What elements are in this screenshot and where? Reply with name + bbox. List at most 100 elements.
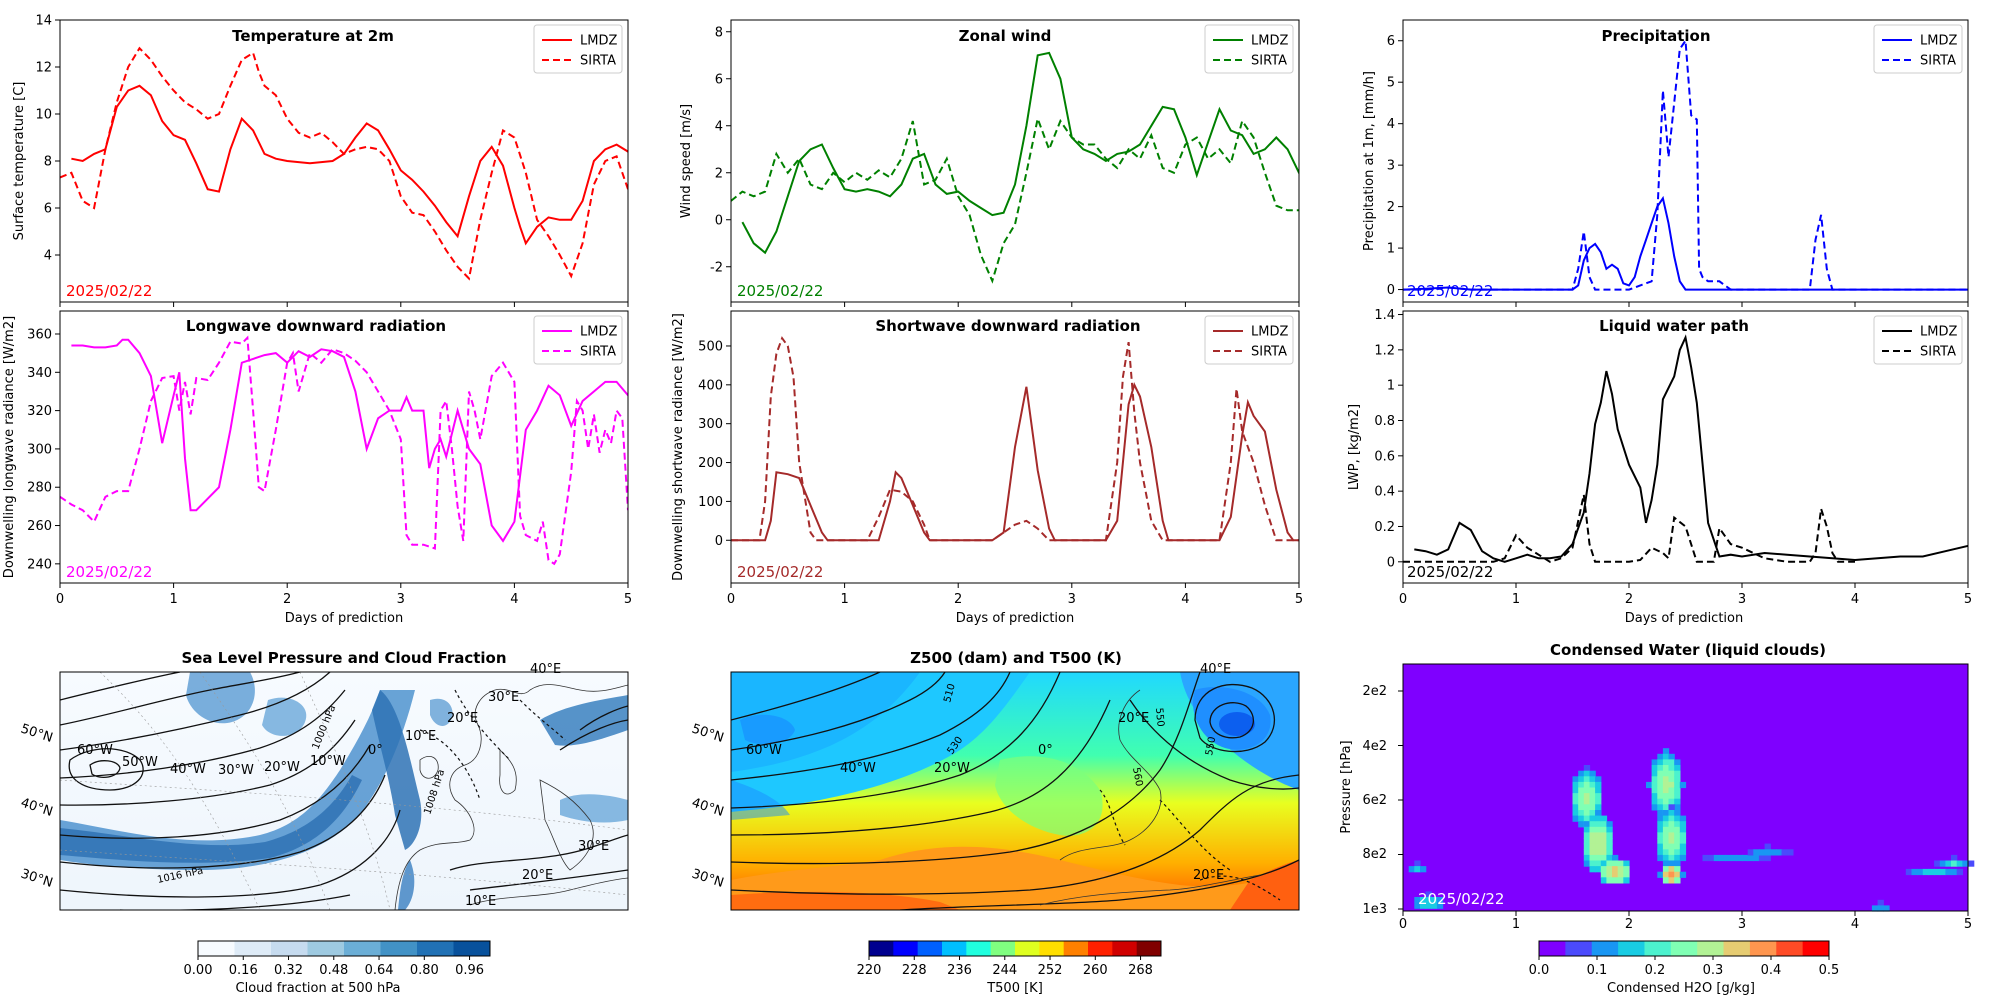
heat-cell bbox=[1934, 860, 1941, 867]
temperature-plot-area: 4 6 8 10 12 14 LMDZ SIRTA bbox=[35, 14, 629, 307]
heat-cell bbox=[1595, 810, 1602, 817]
svg-text:40°W: 40°W bbox=[840, 761, 876, 776]
heat-cell bbox=[1911, 868, 1918, 876]
svg-text:20°E: 20°E bbox=[1193, 868, 1224, 883]
heat-cell bbox=[1583, 815, 1591, 822]
precipitation-title: Precipitation bbox=[1601, 27, 1710, 45]
colorbar-segment bbox=[1591, 941, 1619, 956]
svg-text:60°W: 60°W bbox=[746, 743, 782, 758]
heat-cell bbox=[1589, 860, 1596, 867]
legend-label-sirta: SIRTA bbox=[1251, 54, 1287, 69]
heat-cell bbox=[1662, 821, 1670, 828]
heat-cell bbox=[1420, 897, 1427, 904]
colorbar-tick-label: 0.5 bbox=[1819, 963, 1840, 978]
heat-cell bbox=[1414, 866, 1421, 873]
svg-text:510: 510 bbox=[942, 682, 958, 703]
colorbar-tick-label: 0.32 bbox=[274, 963, 303, 978]
longwave-plot-area: 240 260 280 300 320 340 360 0 1 2 3 4 5 LMDZ SIRTA bbox=[27, 310, 632, 607]
heat-cell bbox=[1657, 798, 1664, 805]
heat-cell bbox=[1623, 871, 1630, 878]
heat-cell bbox=[1668, 793, 1675, 800]
heat-cell bbox=[1657, 815, 1664, 822]
svg-text:50°N: 50°N bbox=[690, 722, 726, 746]
heat-cell bbox=[1679, 854, 1687, 862]
heat-cell bbox=[1758, 854, 1766, 862]
heat-cell bbox=[1583, 770, 1591, 777]
heat-cell bbox=[1674, 843, 1681, 850]
precipitation-frame bbox=[1402, 19, 1969, 303]
temperature-line-sirta bbox=[60, 46, 628, 281]
heat-cell bbox=[1589, 826, 1596, 833]
colorbar-segment bbox=[1749, 941, 1777, 956]
heat-cell bbox=[1742, 854, 1749, 862]
heat-cell bbox=[1668, 832, 1675, 839]
legend-label-sirta: SIRTA bbox=[580, 54, 616, 69]
heat-cell bbox=[1939, 868, 1947, 876]
heat-cell bbox=[1606, 832, 1613, 839]
heat-cell bbox=[1668, 798, 1675, 805]
heat-cell bbox=[1674, 765, 1681, 772]
precipitation-ytick-label: 2 bbox=[1387, 200, 1395, 215]
heat-cell bbox=[1674, 781, 1681, 789]
heat-cell bbox=[1951, 854, 1958, 862]
heat-cell bbox=[1662, 854, 1670, 862]
heat-cell bbox=[1578, 798, 1585, 805]
heat-cell bbox=[1589, 776, 1596, 783]
heat-cell bbox=[1956, 868, 1963, 876]
heat-cell bbox=[1883, 905, 1890, 912]
heat-cell bbox=[1414, 897, 1421, 904]
panel-zonal-wind: -2 0 2 4 6 8 LMDZ SIRTA Zonal wind Wind speed [… bbox=[679, 19, 1300, 307]
heat-cell bbox=[1708, 854, 1715, 862]
heat-cell bbox=[1753, 854, 1760, 862]
heat-cell bbox=[1583, 810, 1591, 817]
colorbar-tick-label: 236 bbox=[947, 963, 972, 978]
precipitation-ytick-label: 6 bbox=[1387, 34, 1395, 49]
colorbar-segment bbox=[1136, 941, 1162, 956]
heat-cell bbox=[1600, 860, 1608, 867]
z500-colorbar-label: T500 [K] bbox=[986, 981, 1043, 996]
longwave-xlabel: Days of prediction bbox=[285, 611, 403, 626]
svg-text:5: 5 bbox=[1964, 917, 1972, 932]
colorbar-segment bbox=[344, 941, 381, 956]
colorbar-segment bbox=[1697, 941, 1725, 956]
svg-text:550: 550 bbox=[1204, 736, 1218, 757]
heat-cell bbox=[1606, 866, 1613, 873]
heat-cell bbox=[1651, 787, 1658, 794]
lwp-xtick-label: 1 bbox=[1512, 592, 1520, 607]
shortwave-xtick-label: 4 bbox=[1181, 592, 1189, 607]
heat-cell bbox=[1939, 860, 1947, 867]
shortwave-xtick-label: 0 bbox=[727, 592, 735, 607]
heat-cell bbox=[1414, 860, 1421, 867]
colorbar-segment bbox=[942, 941, 967, 956]
heat-cell bbox=[1668, 753, 1675, 760]
colorbar-segment bbox=[917, 941, 943, 956]
colorbar-segment bbox=[271, 941, 308, 956]
z500-colorbar: 220 228 236 244 252 260 268 bbox=[857, 940, 1162, 978]
shortwave-plot-area: 0 100 200 300 400 500 0 1 2 3 4 5 LMDZ SIRTA bbox=[698, 310, 1303, 607]
shortwave-line-lmdz bbox=[731, 382, 1299, 542]
condensed-water-date: 2025/02/22 bbox=[1418, 890, 1504, 908]
heat-cell bbox=[1589, 787, 1596, 794]
colorbar-segment bbox=[453, 941, 491, 956]
heat-cell bbox=[1674, 860, 1681, 867]
heat-cell bbox=[1657, 765, 1664, 772]
longwave-frame bbox=[59, 310, 629, 584]
heat-cell bbox=[1595, 832, 1602, 839]
zonal-wind-plot-area: -2 0 2 4 6 8 LMDZ SIRTA bbox=[710, 19, 1300, 307]
heat-cell bbox=[1662, 877, 1670, 884]
svg-text:4: 4 bbox=[1851, 917, 1859, 932]
svg-text:40°W: 40°W bbox=[170, 762, 206, 777]
legend-label-lmdz: LMDZ bbox=[1251, 34, 1288, 49]
lwp-line-lmdz bbox=[1414, 334, 1968, 563]
shortwave-xlabel: Days of prediction bbox=[956, 611, 1074, 626]
colorbar-tick-label: 228 bbox=[902, 963, 927, 978]
precipitation-series bbox=[1403, 37, 1968, 291]
temperature-ytick-label: 4 bbox=[44, 249, 52, 264]
temperature-title: Temperature at 2m bbox=[232, 27, 394, 45]
lwp-ytick-label: 1.4 bbox=[1374, 308, 1395, 323]
heat-cell bbox=[1781, 849, 1788, 856]
heat-cell bbox=[1674, 849, 1681, 856]
heat-cell bbox=[1770, 849, 1777, 856]
heat-cell bbox=[1679, 871, 1687, 878]
